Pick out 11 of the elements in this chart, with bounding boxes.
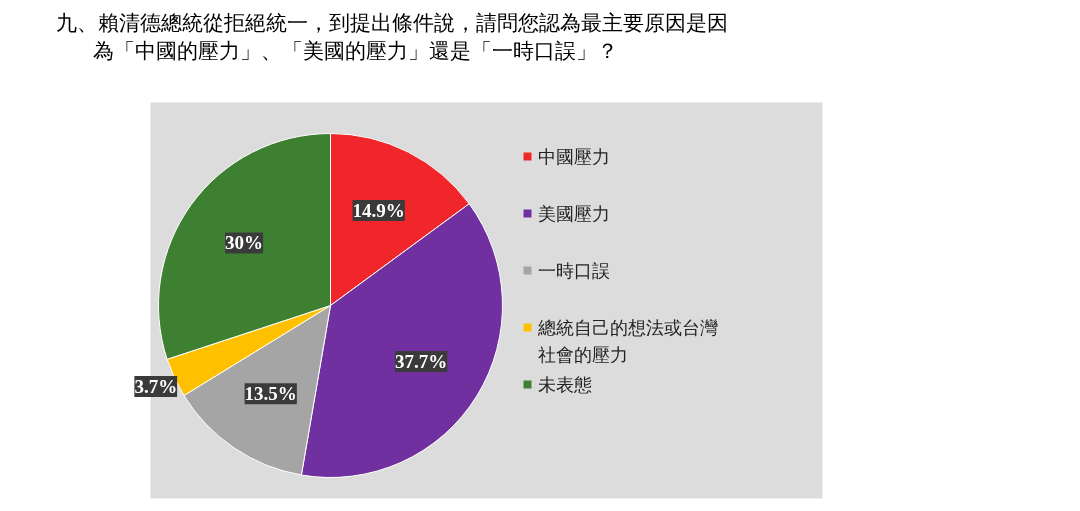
data-label: 30% [225, 232, 264, 254]
data-label: 3.7% [134, 376, 178, 398]
data-label: 37.7% [395, 351, 448, 373]
chart-title: 九、賴清德總統從拒絕統一，到提出條件說，請問您認為最主要原因是因為「中國的壓力」、「美國的壓力」還是「一時口誤」？ [55, 10, 728, 63]
legend-label: 美國壓力 [537, 203, 610, 224]
legend-label: 中國壓力 [537, 146, 610, 167]
legend-label: 未表態 [537, 374, 592, 395]
data-label: 14.9% [352, 199, 405, 221]
legend-label: 總統自己的想法或台灣社會的壓力 [536, 317, 718, 365]
data-label: 13.5% [244, 383, 297, 405]
legend-label: 一時口誤 [537, 260, 610, 281]
